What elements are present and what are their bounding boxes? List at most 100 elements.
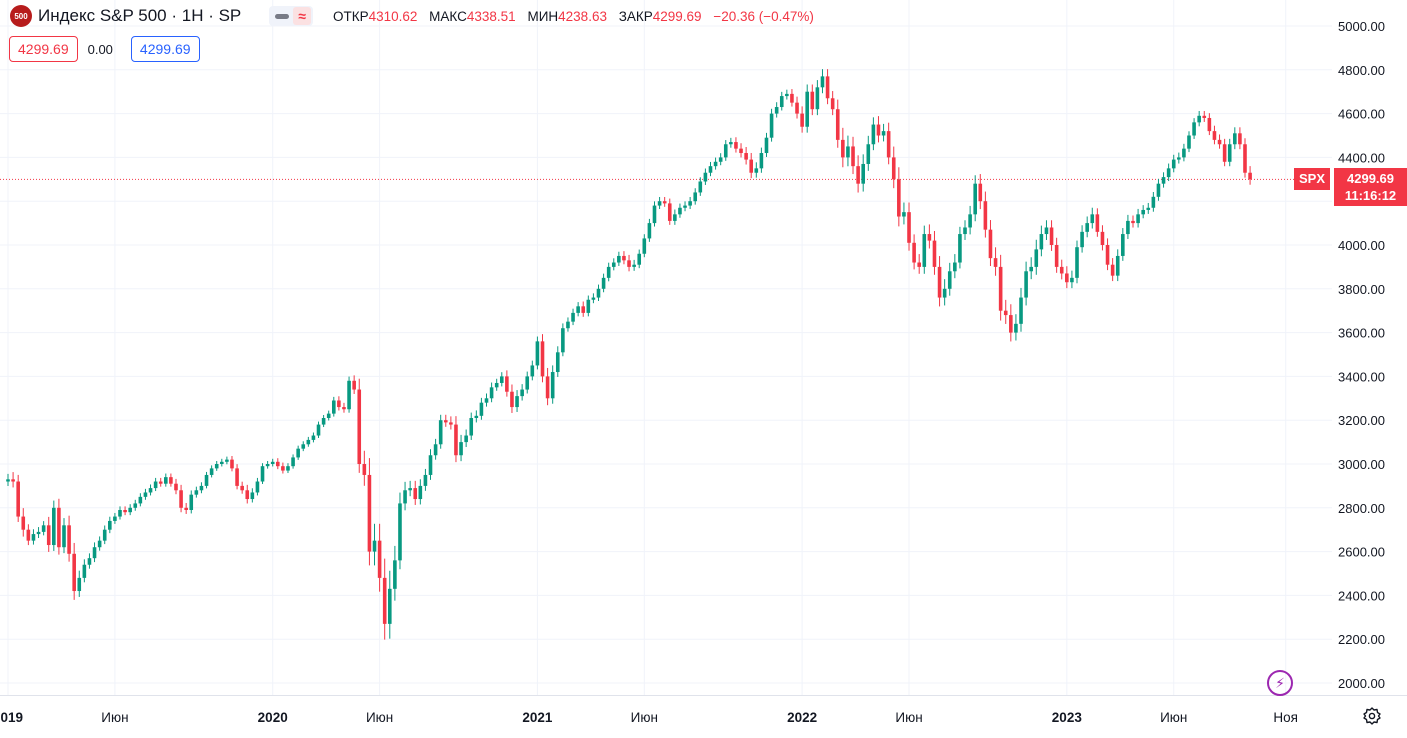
candle-body [591,297,596,300]
candle-body [270,461,275,464]
candle-body [108,520,112,530]
candle-body [662,201,667,204]
x-tick-label: 2019 [0,710,23,725]
candle-body [128,507,132,513]
candle-body [41,525,46,532]
candle-body [718,157,723,162]
candle-body [164,477,168,484]
candle-body [1024,271,1028,298]
symbol-title[interactable]: Индекс S&P 500 · 1Н · SP [38,6,242,25]
candle-body [993,258,998,267]
x-tick-label: Июн [366,710,393,725]
candle-body [133,503,138,508]
bid-price-box[interactable]: 4299.69 [9,36,78,62]
candle-body [566,321,570,329]
candle-body [438,420,443,445]
candle-body [449,422,453,425]
candle-body [31,534,36,541]
candle-body [805,91,810,127]
ask-price-box[interactable]: 4299.69 [130,36,200,62]
candle-body [795,102,799,114]
candle-body [311,435,316,440]
candle-body [1131,220,1135,224]
candle-body [917,262,921,267]
candle-body [408,488,412,491]
candle-body [413,488,418,500]
candle-body [637,253,642,265]
candle-body [474,415,479,419]
candle-body [87,558,92,565]
candle-body [1085,223,1089,232]
x-tick-label: Июн [101,710,128,725]
candle-body [800,113,804,127]
candle-body [505,376,509,392]
candle-body [1136,214,1140,224]
x-tick-label: 2020 [258,710,288,725]
candle-body [713,161,718,167]
candle-body [1070,277,1074,283]
candle-body [963,227,967,235]
candle-body [749,159,754,173]
candle-body [337,400,341,408]
candle-body [983,201,988,230]
candle-body [1034,249,1039,267]
candle-body [214,464,219,469]
x-tick-label: Ноя [1273,710,1298,725]
candle-body [754,168,759,173]
candle-body [479,402,484,416]
candle-body [927,234,932,241]
candle-body [484,398,489,403]
candle-body [734,142,738,149]
indicator-toggle[interactable]: ≈ [269,6,313,26]
candle-body [708,166,713,173]
candle-body [759,153,764,169]
y-tick-label: 3400.00 [1338,369,1385,384]
candle-body [515,396,519,408]
y-tick-label: 3000.00 [1338,457,1385,472]
candle-body [785,93,789,97]
chart-header: 500 Индекс S&P 500 · 1Н · SP ≈ ОТКР4310.… [10,5,814,27]
candle-body [596,288,601,298]
candle-body [342,407,346,410]
candle-body [367,474,372,552]
candle-body [673,214,677,221]
candle-body [830,98,835,110]
y-tick-label: 2600.00 [1338,545,1385,560]
candle-body [494,382,499,388]
gear-icon[interactable] [1362,706,1382,726]
y-tick-label: 4400.00 [1338,150,1385,165]
x-tick-label: 2022 [787,710,817,725]
ohlc-close-value: 4299.69 [652,8,702,24]
candle-body [240,485,244,491]
candle-body [1100,231,1105,245]
candle-body [1212,131,1217,140]
candle-body [418,485,423,500]
candle-body [912,242,916,263]
lightning-icon[interactable]: ⚡ [1267,670,1293,696]
candle-body [469,418,474,436]
candle-body [428,455,433,475]
candle-body [1059,266,1064,274]
candle-body [1014,323,1018,333]
minus-icon[interactable] [275,13,290,19]
y-tick-label: 2200.00 [1338,632,1385,647]
candle-body [209,468,214,475]
candle-body [953,262,957,272]
candle-body [1065,273,1069,283]
candle-body [138,496,143,504]
candle-body [1054,245,1059,267]
y-tick-label: 2800.00 [1338,501,1385,516]
candle-body [611,262,616,267]
candle-body [841,139,845,158]
candle-body [179,490,183,508]
candle-body [387,588,392,624]
candle-body [255,481,260,493]
candle-body [978,183,983,202]
wave-icon[interactable]: ≈ [293,7,311,25]
candle-body [225,459,229,462]
ohlc-open-value: 4310.62 [368,8,418,24]
candle-body [1151,196,1156,208]
candle-body [820,76,825,88]
candle-body [1146,207,1151,210]
